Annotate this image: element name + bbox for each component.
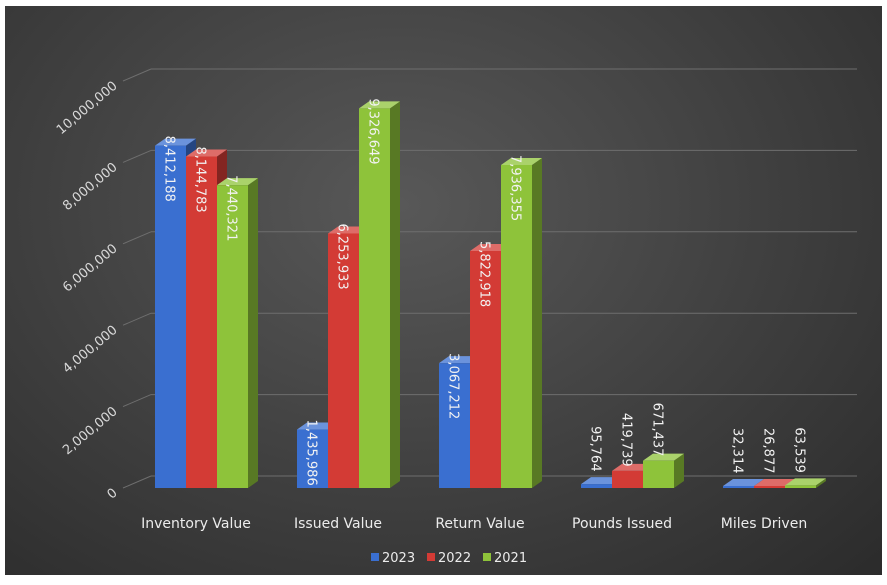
- legend-label: 2022: [438, 551, 471, 566]
- bar-top: [612, 463, 653, 471]
- category-label: Return Value: [435, 516, 524, 532]
- bar-side: [816, 478, 826, 488]
- legend: 2023 2022 2021: [371, 551, 527, 566]
- data-label: 6,253,933: [335, 223, 350, 289]
- gridline-diag: [122, 68, 152, 82]
- data-label: 9,326,649: [366, 98, 381, 164]
- legend-swatch-2022: [427, 553, 435, 561]
- data-label: 63,539: [792, 427, 807, 473]
- legend-swatch-2023: [371, 553, 379, 561]
- bar-2022: [612, 470, 643, 488]
- bar-top: [297, 422, 338, 430]
- data-labels: 8,412,188 8,144,783 7,440,321 1,435,986 6,25…: [162, 98, 807, 485]
- data-label: 1,435,986: [304, 420, 319, 486]
- bar-side: [390, 101, 400, 488]
- y-tick-label: 4,000,000: [60, 323, 120, 377]
- bars: [155, 101, 826, 489]
- bar-top: [723, 479, 764, 486]
- bar-2023: [297, 429, 328, 488]
- bar-top: [754, 479, 795, 486]
- y-tick-label: 10,000,000: [54, 79, 121, 138]
- data-label: 671,437: [650, 403, 665, 457]
- bar-side: [248, 178, 258, 488]
- legend-label: 2023: [382, 551, 415, 566]
- bar-top: [581, 477, 622, 485]
- bar-side: [674, 453, 684, 488]
- bar-2021: [785, 485, 816, 488]
- bar-2022: [328, 233, 359, 488]
- data-label: 5,822,918: [477, 241, 492, 307]
- category-label: Issued Value: [294, 516, 382, 532]
- gridline-diag: [122, 394, 152, 408]
- y-tick-label: 2,000,000: [60, 404, 120, 458]
- bar-2021: [359, 108, 390, 488]
- bar-2023: [723, 486, 754, 488]
- data-label: 7,440,321: [224, 175, 239, 241]
- bar-top: [155, 138, 196, 146]
- bar-top: [186, 149, 227, 157]
- gridline-diag: [122, 231, 152, 245]
- data-label: 32,314: [730, 428, 745, 474]
- data-label: 419,739: [619, 413, 634, 467]
- bar-2023: [155, 145, 186, 488]
- bar-top: [785, 478, 826, 486]
- category-label: Inventory Value: [141, 516, 251, 532]
- bar-top: [643, 453, 684, 461]
- bar-2021: [643, 460, 674, 488]
- data-label: 8,412,188: [162, 136, 177, 202]
- bar-top: [501, 157, 542, 165]
- gridline-diag: [122, 475, 152, 489]
- bar-2022: [754, 486, 785, 488]
- bar-2022: [470, 251, 501, 488]
- category-label: Pounds Issued: [572, 516, 672, 532]
- category-label: Miles Driven: [721, 516, 807, 532]
- legend-label: 2021: [494, 551, 527, 566]
- data-label: 8,144,783: [193, 147, 208, 213]
- bar-top: [328, 226, 369, 234]
- bar-side: [532, 157, 542, 488]
- bar-top: [359, 101, 400, 109]
- bar-top: [439, 356, 480, 364]
- data-label: 7,936,355: [508, 155, 523, 221]
- y-tick-label: 8,000,000: [60, 160, 120, 214]
- chart-canvas: 0 2,000,000 4,000,000 6,000,000 8,000,000 10,…: [54, 68, 857, 566]
- y-tick-label: 0: [105, 486, 121, 503]
- gridline-diag: [122, 312, 152, 326]
- gridline-diag: [122, 149, 152, 163]
- bar-top: [217, 178, 258, 186]
- bar-top: [470, 244, 511, 252]
- data-label: 26,877: [761, 428, 776, 474]
- chart-frame: 0 2,000,000 4,000,000 6,000,000 8,000,000 10,…: [5, 6, 882, 575]
- data-label: 3,067,212: [446, 353, 461, 419]
- data-label: 95,764: [588, 426, 603, 472]
- y-tick-label: 6,000,000: [60, 241, 120, 295]
- bar-2023: [439, 363, 470, 488]
- bar-2023: [581, 484, 612, 488]
- legend-swatch-2021: [483, 553, 491, 561]
- bar-2022: [186, 156, 217, 489]
- bar-2021: [217, 185, 248, 488]
- bar-2021: [501, 164, 532, 488]
